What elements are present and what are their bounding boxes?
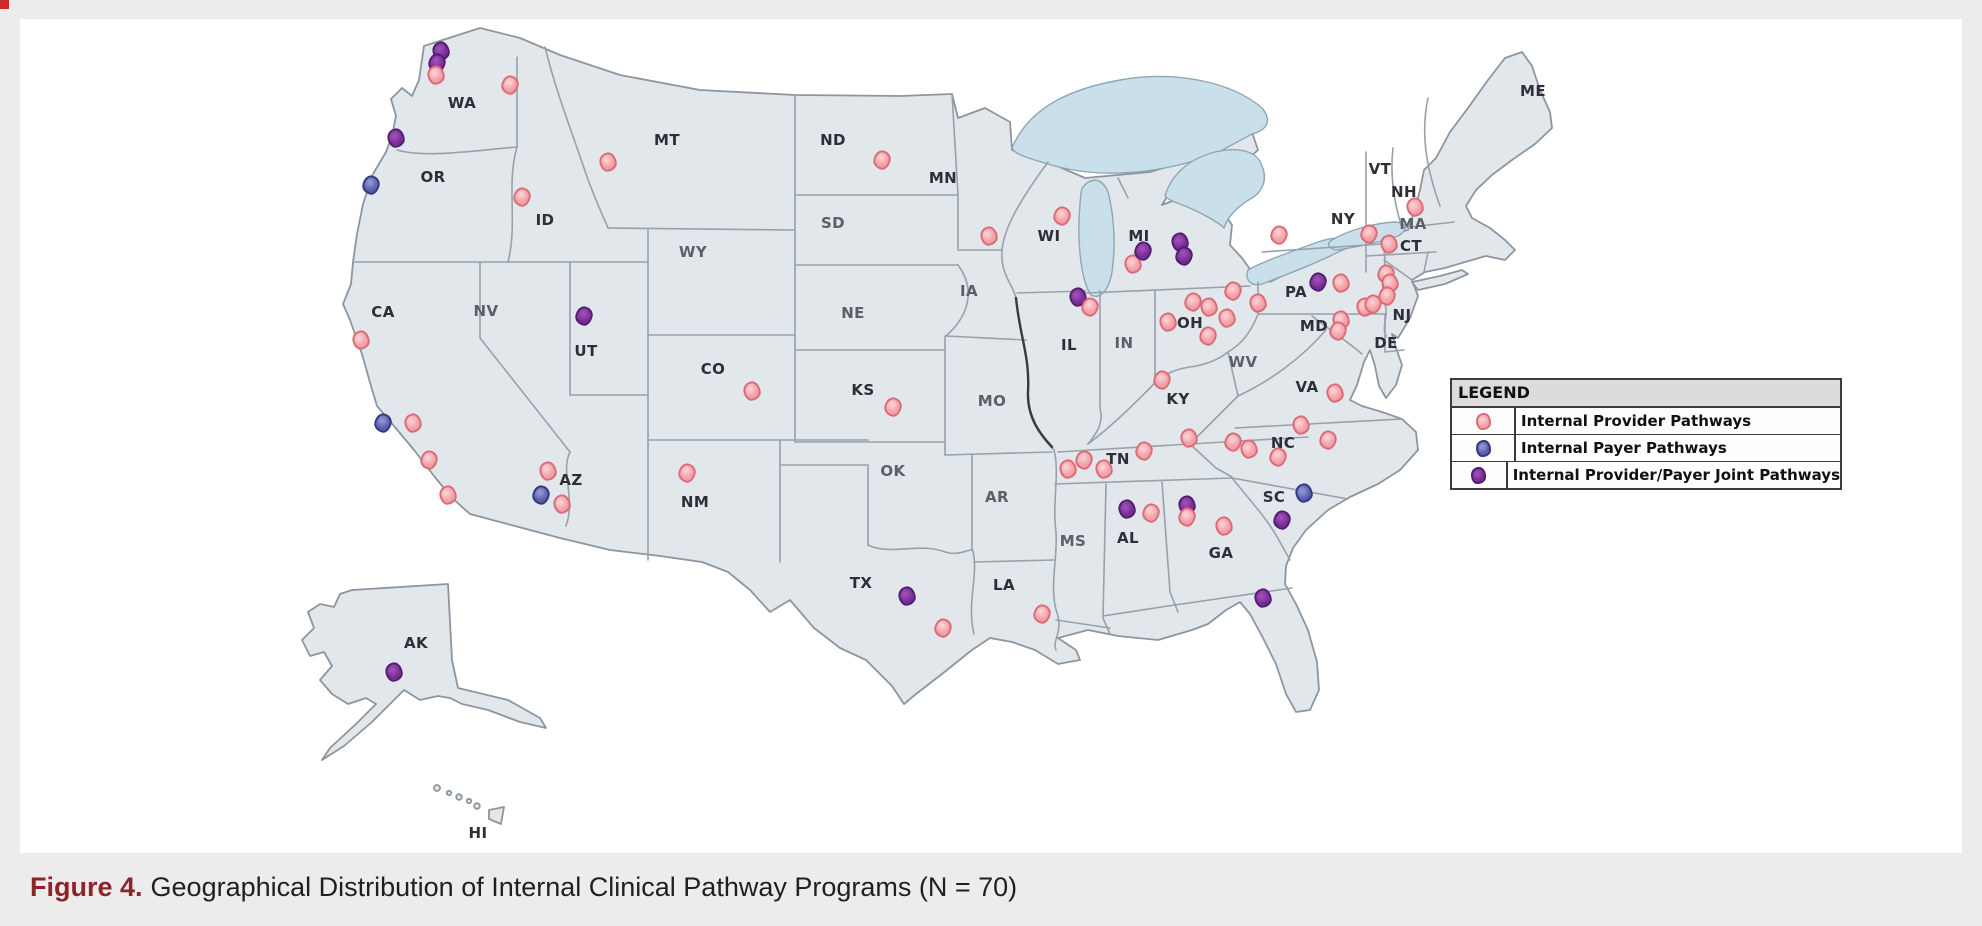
- payer-pathway-icon: [1475, 439, 1491, 457]
- figure-caption-label: Figure 4.: [30, 872, 143, 902]
- legend-row-joint: Internal Provider/Payer Joint Pathways: [1452, 462, 1840, 488]
- legend-label-joint: Internal Provider/Payer Joint Pathways: [1512, 466, 1840, 484]
- legend-label-provider: Internal Provider Pathways: [1521, 412, 1752, 430]
- figure-panel: WA OR MT ID WY CA NV UT AZ NM CO KS OK TX LA AR MO IA NE SD…: [20, 19, 1962, 853]
- legend-row-provider: Internal Provider Pathways: [1452, 408, 1840, 435]
- provider-pathway-icon: [1475, 412, 1491, 430]
- legend: LEGEND Internal Provider Pathways Intern…: [1450, 378, 1842, 490]
- legend-row-payer: Internal Payer Pathways: [1452, 435, 1840, 462]
- us-map: [301, 27, 1553, 825]
- page-corner-mark: [0, 0, 9, 9]
- joint-pathway-icon: [1471, 466, 1487, 484]
- great-lakes: [1011, 75, 1406, 297]
- dark-river-border: [1014, 296, 1054, 449]
- figure-caption: Figure 4. Geographical Distribution of In…: [30, 872, 1017, 903]
- legend-label-payer: Internal Payer Pathways: [1521, 439, 1727, 457]
- legend-title: LEGEND: [1452, 380, 1840, 408]
- figure-caption-text: Geographical Distribution of Internal Cl…: [150, 872, 1018, 902]
- us-landmass: [301, 27, 1553, 825]
